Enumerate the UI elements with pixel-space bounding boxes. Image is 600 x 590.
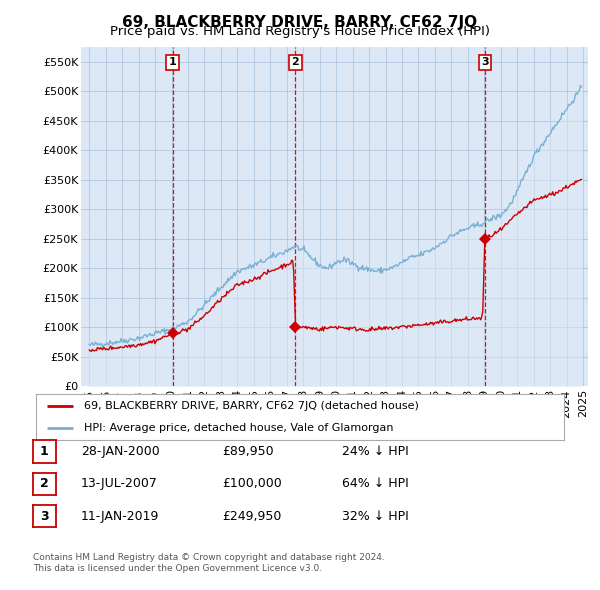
Text: 2: 2 <box>40 477 49 490</box>
Text: £249,950: £249,950 <box>222 510 281 523</box>
Text: 13-JUL-2007: 13-JUL-2007 <box>81 477 158 490</box>
Text: £89,950: £89,950 <box>222 445 274 458</box>
Text: 3: 3 <box>481 57 488 67</box>
Text: Price paid vs. HM Land Registry's House Price Index (HPI): Price paid vs. HM Land Registry's House … <box>110 25 490 38</box>
Text: 1: 1 <box>169 57 176 67</box>
Text: Contains HM Land Registry data © Crown copyright and database right 2024.: Contains HM Land Registry data © Crown c… <box>33 553 385 562</box>
Text: 32% ↓ HPI: 32% ↓ HPI <box>342 510 409 523</box>
Text: 69, BLACKBERRY DRIVE, BARRY, CF62 7JQ (detached house): 69, BLACKBERRY DRIVE, BARRY, CF62 7JQ (d… <box>83 401 418 411</box>
Text: 3: 3 <box>40 510 49 523</box>
Text: 28-JAN-2000: 28-JAN-2000 <box>81 445 160 458</box>
Text: 24% ↓ HPI: 24% ↓ HPI <box>342 445 409 458</box>
Text: 11-JAN-2019: 11-JAN-2019 <box>81 510 160 523</box>
Text: 64% ↓ HPI: 64% ↓ HPI <box>342 477 409 490</box>
Text: 1: 1 <box>40 445 49 458</box>
Text: HPI: Average price, detached house, Vale of Glamorgan: HPI: Average price, detached house, Vale… <box>83 422 393 432</box>
Text: 69, BLACKBERRY DRIVE, BARRY, CF62 7JQ: 69, BLACKBERRY DRIVE, BARRY, CF62 7JQ <box>122 15 478 30</box>
Text: 2: 2 <box>292 57 299 67</box>
Text: £100,000: £100,000 <box>222 477 282 490</box>
Text: This data is licensed under the Open Government Licence v3.0.: This data is licensed under the Open Gov… <box>33 565 322 573</box>
